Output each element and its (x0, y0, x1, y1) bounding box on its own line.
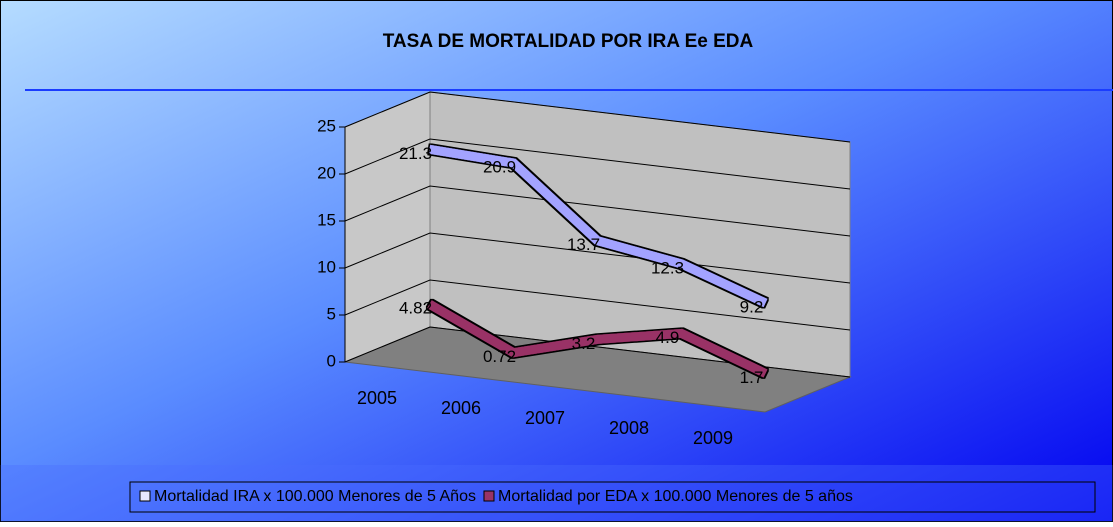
legend-label: Mortalidad por EDA x 100.000 Menores de … (498, 488, 853, 505)
chart-title: TASA DE MORTALIDAD POR IRA Ee EDA (383, 31, 754, 52)
legend-box (129, 481, 1096, 513)
data-label: 13.7 (567, 235, 600, 254)
grid-line (344, 232, 851, 284)
series-line (428, 144, 768, 308)
legend-label: Mortalidad IRA x 100.000 Menores de 5 Añ… (154, 488, 476, 505)
y-tick-label: 15 (317, 210, 336, 229)
y-tick-label: 20 (317, 163, 336, 182)
data-label: 0.72 (483, 347, 516, 366)
y-tick-label: 0 (327, 351, 336, 370)
data-label: 9.2 (740, 298, 764, 317)
legend-swatch (139, 490, 151, 502)
legend-swatch (483, 490, 495, 502)
grid-line (344, 326, 851, 378)
series-line (427, 300, 768, 378)
grid-line (344, 279, 851, 331)
data-label: 12.3 (651, 258, 684, 277)
legend: Mortalidad IRA x 100.000 Menores de 5 Añ… (139, 488, 853, 505)
data-label: 4.9 (656, 328, 680, 347)
y-tick-label: 5 (327, 304, 336, 323)
grid-line (344, 91, 851, 143)
data-label: 3.2 (572, 334, 596, 353)
y-tick-label: 10 (317, 257, 336, 276)
data-label: 21.3 (399, 144, 432, 163)
data-label: 1.7 (740, 368, 764, 387)
grid-line (344, 185, 851, 237)
data-label: 4.82 (399, 299, 432, 318)
x-tick-label: 2008 (609, 418, 649, 438)
plot-area: 0 5 10 15 20 25 2005 2006 2007 2008 2009 21.3 20.9 13… (317, 91, 852, 448)
data-label: 20.9 (483, 158, 516, 177)
side-wall (344, 91, 431, 363)
y-tick-label: 25 (317, 116, 336, 135)
x-tick-label: 2007 (525, 408, 565, 428)
x-tick-label: 2005 (357, 388, 397, 408)
grid-line (344, 138, 851, 190)
x-tick-label: 2009 (693, 428, 733, 448)
x-tick-label: 2006 (441, 398, 481, 418)
